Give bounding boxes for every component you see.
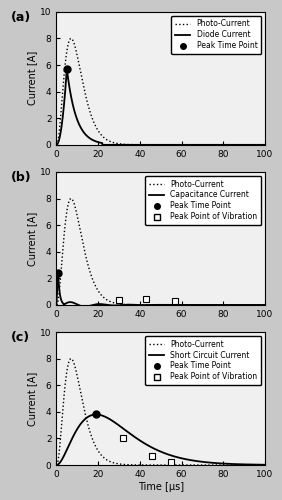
- Y-axis label: Current [A]: Current [A]: [27, 212, 37, 266]
- Text: (a): (a): [10, 10, 31, 24]
- Y-axis label: Current [A]: Current [A]: [27, 51, 37, 106]
- Text: (c): (c): [10, 330, 30, 344]
- Text: (b): (b): [10, 170, 31, 183]
- Legend: Photo-Current, Capacitance Current, Peak Time Point, Peak Point of Vibration: Photo-Current, Capacitance Current, Peak…: [145, 176, 261, 225]
- X-axis label: Time [μs]: Time [μs]: [138, 482, 184, 492]
- Y-axis label: Current [A]: Current [A]: [27, 372, 37, 426]
- Legend: Photo-Current, Diode Current, Peak Time Point: Photo-Current, Diode Current, Peak Time …: [171, 16, 261, 54]
- Legend: Photo-Current, Short Circuit Current, Peak Time Point, Peak Point of Vibration: Photo-Current, Short Circuit Current, Pe…: [145, 336, 261, 385]
